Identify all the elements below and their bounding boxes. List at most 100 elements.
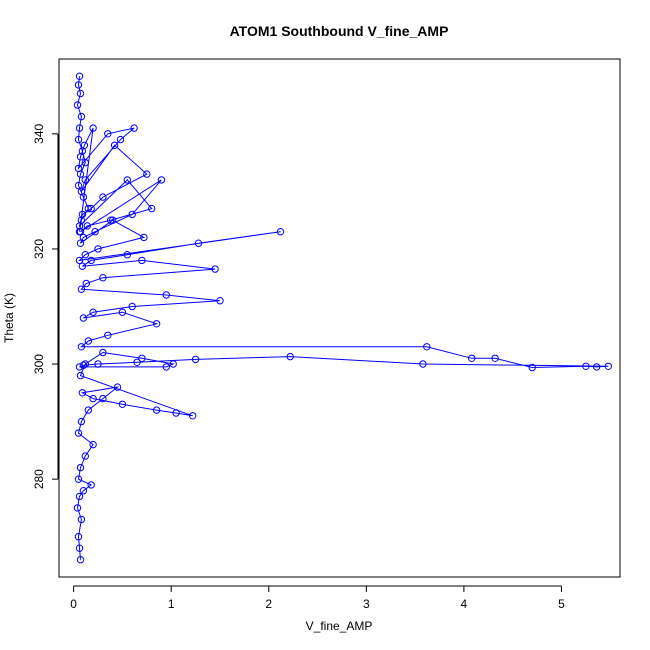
y-tick-label: 300 (32, 354, 46, 374)
data-point (419, 360, 427, 368)
x-axis: 0 1 2 3 4 5 (70, 585, 565, 611)
data-point (76, 153, 85, 161)
y-tick-label: 280 (32, 469, 46, 489)
x-tick-label: 0 (70, 597, 77, 611)
data-point (138, 354, 146, 362)
data-point (79, 314, 88, 322)
chart-title: ATOM1 Southbound V_fine_AMP (230, 23, 449, 39)
data-point (75, 544, 84, 552)
data-point (75, 72, 84, 81)
data-point (130, 124, 138, 132)
data-point (74, 181, 83, 190)
data-point (79, 233, 88, 242)
data-point (162, 291, 171, 299)
data-point (99, 274, 107, 282)
data-point (148, 204, 156, 213)
data-point (211, 265, 219, 273)
data-point (423, 343, 431, 351)
data-point (74, 429, 83, 437)
data-point (94, 360, 102, 368)
data-point (76, 89, 85, 98)
data-point (99, 394, 107, 403)
data-point (118, 308, 127, 316)
data-point (216, 297, 224, 305)
data-point (89, 124, 97, 132)
data-point (191, 355, 200, 364)
data-point (94, 245, 102, 253)
data-point (76, 556, 85, 564)
data-point (81, 176, 90, 184)
data-point (87, 481, 95, 489)
data-point (189, 412, 197, 420)
data-point (118, 400, 127, 408)
data-point (77, 285, 86, 293)
data-point (138, 256, 146, 265)
data-point (77, 187, 86, 196)
data-point (528, 363, 536, 372)
series-line (76, 76, 609, 560)
data-point (78, 262, 87, 270)
data-point (123, 251, 132, 259)
data-point (194, 239, 203, 247)
data-point (75, 256, 84, 265)
data-point (77, 343, 86, 351)
y-axis: 280 300 320 340 (32, 123, 59, 489)
data-point (74, 81, 83, 89)
data-point (74, 475, 83, 483)
data-point (81, 251, 90, 259)
data-point (99, 193, 107, 201)
x-tick-label: 1 (168, 597, 175, 611)
data-point (110, 141, 119, 150)
series-layer (73, 72, 612, 564)
data-point (89, 440, 97, 449)
data-point (74, 533, 83, 541)
data-point (74, 135, 83, 144)
data-point (89, 308, 97, 316)
data-point (128, 210, 136, 219)
data-point (84, 406, 93, 414)
data-point (91, 228, 99, 236)
data-point (84, 204, 93, 213)
data-point (79, 361, 88, 369)
y-axis-label: Theta (K) (2, 293, 16, 343)
y-tick-label: 320 (32, 239, 46, 259)
data-point (89, 394, 97, 403)
data-point (123, 176, 132, 184)
x-axis-label: V_fine_AMP (306, 619, 373, 633)
data-point (87, 256, 95, 265)
data-point (143, 170, 151, 178)
data-point (76, 239, 85, 247)
data-point (76, 463, 85, 472)
data-point (81, 158, 90, 167)
data-point (77, 515, 86, 524)
data-point (76, 228, 85, 236)
plot-frame (58, 58, 621, 578)
data-point (152, 406, 161, 414)
data-point (83, 222, 92, 230)
data-point (133, 358, 141, 366)
data-point (152, 320, 161, 328)
data-point (128, 302, 136, 311)
data-point (75, 363, 84, 371)
data-point (286, 352, 294, 361)
data-point (172, 409, 180, 417)
data-point (87, 204, 95, 213)
data-point (78, 389, 87, 397)
data-point (82, 279, 91, 288)
data-point (81, 452, 90, 460)
data-point (77, 112, 86, 121)
data-point (604, 362, 612, 370)
data-point (74, 164, 83, 173)
x-tick-label: 4 (461, 597, 468, 611)
data-point (75, 492, 84, 501)
data-point (81, 360, 90, 368)
data-point (169, 360, 177, 368)
data-point (107, 216, 115, 224)
data-point (76, 371, 85, 380)
data-point (162, 363, 171, 371)
data-point (276, 228, 285, 236)
data-point (75, 124, 84, 132)
data-point (116, 135, 125, 144)
data-point (77, 417, 86, 426)
